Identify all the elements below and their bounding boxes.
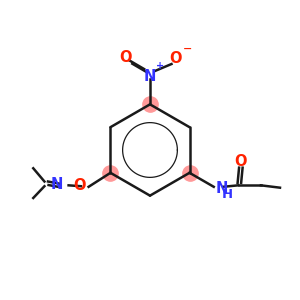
Text: O: O [73,178,86,193]
Text: N: N [215,181,228,196]
Text: H: H [222,188,233,201]
Text: −: − [182,44,192,54]
Text: O: O [235,154,247,169]
Text: O: O [119,50,132,65]
Text: N: N [144,69,156,84]
Text: O: O [169,51,181,66]
Text: +: + [157,61,165,71]
Text: N: N [51,177,63,192]
